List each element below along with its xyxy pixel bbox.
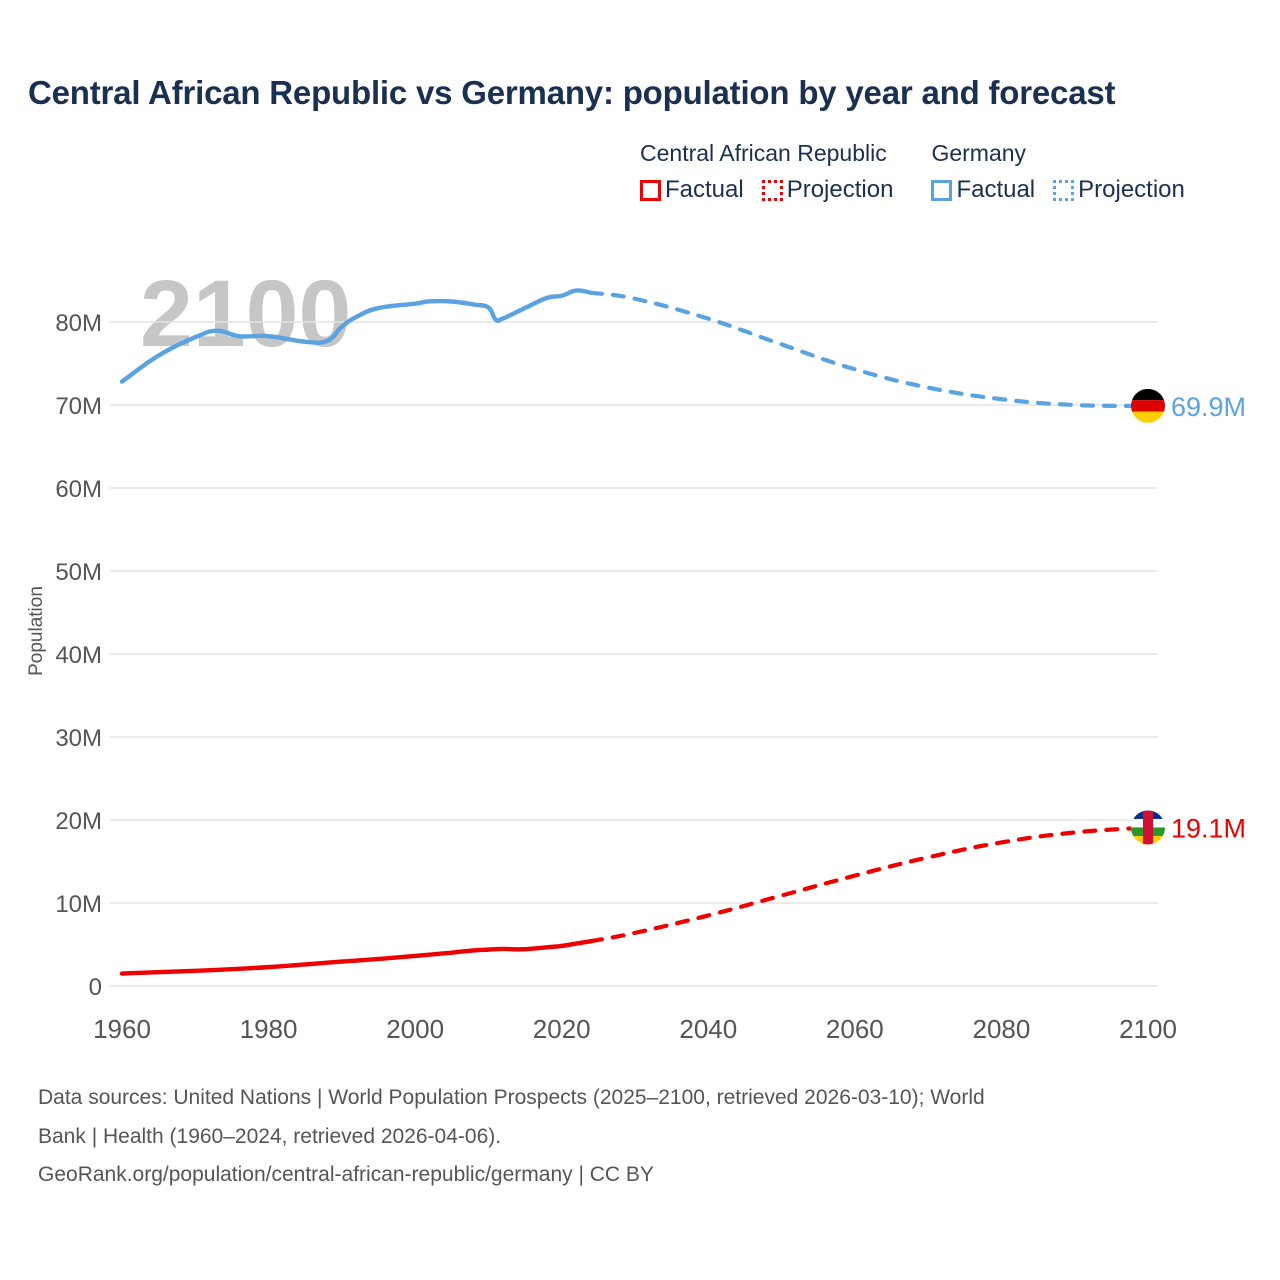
legend-item-car-projection[interactable]: Projection xyxy=(761,176,894,204)
footer-line-3[interactable]: GeoRank.org/population/central-african-r… xyxy=(38,1163,654,1187)
y-tick-label: 10M xyxy=(55,891,102,918)
germany-endpoint-label: 69.9M xyxy=(1171,392,1246,422)
y-tick-label: 60M xyxy=(55,476,102,503)
x-tick-label: 2060 xyxy=(826,1014,884,1044)
data-series xyxy=(119,288,1151,976)
chart-legend: Central African Republic Factual Project… xyxy=(640,140,1260,204)
legend-swatch-dotted-icon xyxy=(1053,179,1075,201)
x-tick-label: 2040 xyxy=(679,1014,737,1044)
legend-item-car-factual[interactable]: Factual xyxy=(640,176,744,204)
y-tick-label: 70M xyxy=(55,393,102,420)
car-endpoint-label: 19.1M xyxy=(1171,813,1246,843)
y-tick-label: 30M xyxy=(55,725,102,752)
series-line-germany-factual xyxy=(119,288,594,384)
footer-sources: Data sources: United Nations | World Pop… xyxy=(38,1082,1248,1192)
legend-item-label: Projection xyxy=(1078,176,1185,203)
x-tick-label: 2000 xyxy=(386,1014,444,1044)
x-tick-label: 2020 xyxy=(533,1014,591,1044)
x-tick-label: 2080 xyxy=(973,1014,1031,1044)
endpoint-markers: 69.9M 19.1M xyxy=(1131,388,1246,845)
series-line-central-african-republic-projection xyxy=(588,825,1151,944)
legend-swatch-dotted-icon xyxy=(761,179,783,201)
legend-group-title: Central African Republic xyxy=(640,140,887,166)
page-title: Central African Republic vs Germany: pop… xyxy=(28,74,1116,111)
legend-group-germany: Germany Factual Projection xyxy=(931,140,1185,204)
plot-area: 2100 Population 0 10M 20M 30M 40M 50M 60M 70M 80… xyxy=(0,250,1280,1050)
series-line-germany-projection xyxy=(588,290,1151,408)
series-line-central-african-republic-factual xyxy=(119,938,594,976)
footer-line-1: Data sources: United Nations | World Pop… xyxy=(38,1086,985,1109)
x-tick-label: 2100 xyxy=(1119,1014,1177,1044)
y-tick-label: 20M xyxy=(55,808,102,835)
y-tick-label: 0 xyxy=(89,974,102,1001)
legend-group-title: Germany xyxy=(931,140,1027,166)
legend-swatch-solid-icon xyxy=(640,179,661,201)
y-tick-label: 40M xyxy=(55,642,102,669)
chart-svg: 0 10M 20M 30M 40M 50M 60M 70M 80M 1960 1980 2000 20… xyxy=(55,288,1246,1044)
legend-item-germany-projection[interactable]: Projection xyxy=(1053,176,1185,204)
x-axis-ticks: 1960 1980 2000 2020 2040 2060 2080 2100 xyxy=(93,1014,1177,1044)
legend-item-germany-factual[interactable]: Factual xyxy=(931,176,1035,204)
legend-item-label: Projection xyxy=(786,176,894,203)
x-tick-label: 1980 xyxy=(240,1014,298,1044)
gridlines xyxy=(110,321,1158,987)
legend-item-label: Factual xyxy=(665,176,744,203)
central-african-republic-flag-icon xyxy=(1131,810,1165,845)
x-tick-label: 1960 xyxy=(93,1014,151,1044)
legend-group-central-african-republic: Central African Republic Factual Project… xyxy=(640,140,893,204)
legend-item-label: Factual xyxy=(956,176,1036,203)
germany-flag-icon xyxy=(1131,388,1165,423)
y-axis-ticks: 0 10M 20M 30M 40M 50M 60M 70M 80M xyxy=(55,310,102,1001)
footer-line-2: Bank | Health (1960–2024, retrieved 2026… xyxy=(38,1124,502,1148)
y-tick-label: 50M xyxy=(55,559,102,586)
y-tick-label: 80M xyxy=(55,310,102,337)
legend-swatch-solid-icon xyxy=(931,179,953,201)
